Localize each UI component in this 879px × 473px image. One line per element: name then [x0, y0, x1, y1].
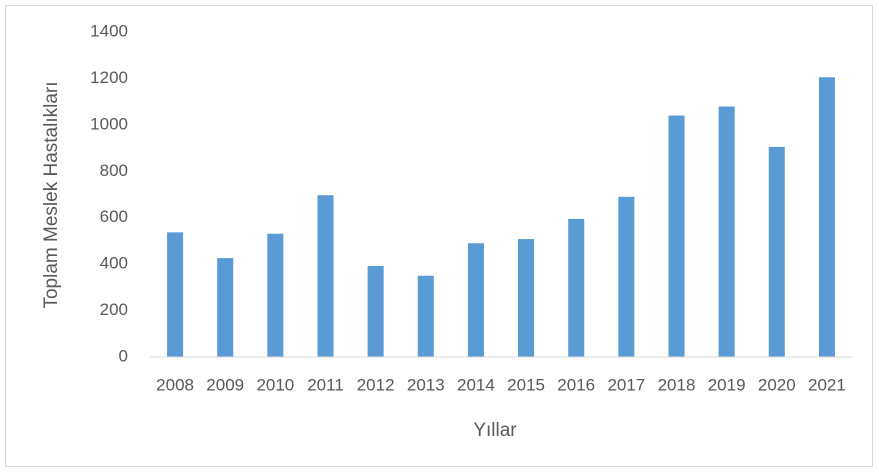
bar: [467, 243, 484, 357]
x-tick-label: 2016: [557, 375, 595, 394]
bar: [818, 77, 835, 358]
x-tick-label: 2014: [457, 375, 495, 394]
bar: [217, 258, 234, 357]
x-tick-label: 2010: [256, 375, 294, 394]
bar: [618, 196, 635, 357]
bar: [668, 115, 685, 357]
x-tick-label: 2018: [658, 375, 696, 394]
x-axis-title: Yıllar: [473, 420, 517, 441]
bar: [768, 146, 785, 357]
bar: [167, 232, 184, 357]
x-tick-label: 2011: [307, 375, 344, 394]
x-tick-label: 2020: [758, 375, 796, 394]
y-axis-title: Toplam Meslek Hastalıkları: [41, 81, 62, 308]
x-tick-label: 2015: [507, 375, 545, 394]
bar: [718, 106, 735, 358]
chart-border: [5, 5, 873, 467]
bar: [267, 233, 284, 357]
x-tick-label: 2013: [407, 375, 445, 394]
y-tick-label: 400: [100, 254, 128, 273]
x-tick-label: 2017: [607, 375, 645, 394]
y-tick-label: 600: [100, 207, 128, 226]
x-tick-label: 2019: [708, 375, 746, 394]
x-tick-label: 2021: [808, 375, 846, 394]
bar: [518, 239, 535, 357]
y-tick-label: 1200: [90, 68, 128, 87]
y-tick-label: 0: [119, 346, 128, 365]
y-tick-label: 200: [100, 300, 128, 319]
bar: [317, 195, 334, 357]
y-tick-label: 1400: [90, 21, 128, 40]
bar: [568, 218, 585, 357]
bar: [417, 275, 434, 357]
x-tick-label: 2008: [156, 375, 194, 394]
bar: [367, 266, 384, 357]
y-tick-label: 1000: [90, 114, 128, 133]
x-tick-label: 2009: [206, 375, 244, 394]
y-tick-label: 800: [100, 161, 128, 180]
x-tick-label: 2012: [357, 375, 395, 394]
